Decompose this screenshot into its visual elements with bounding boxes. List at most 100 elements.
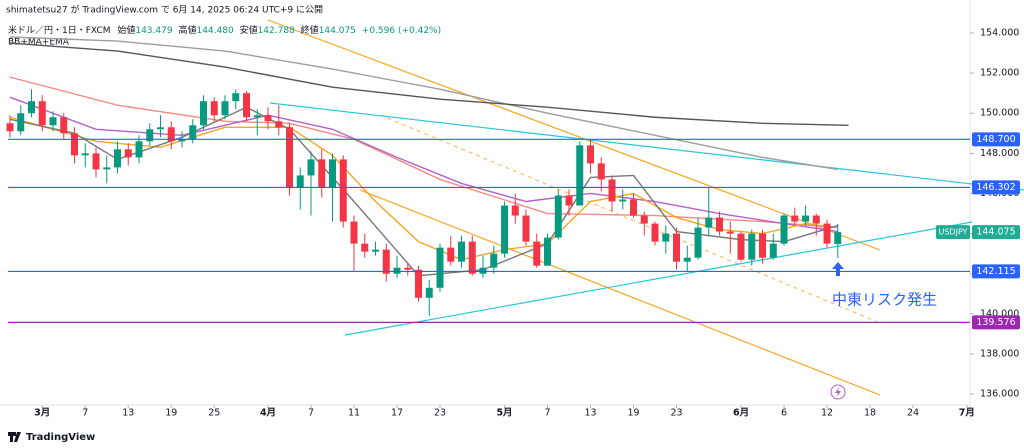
candle-body bbox=[576, 145, 584, 206]
candle-body bbox=[6, 123, 14, 132]
candle-body bbox=[17, 113, 25, 132]
x-tick-label: 7 bbox=[544, 408, 550, 419]
candle-body bbox=[651, 223, 659, 242]
candle-body bbox=[372, 249, 380, 252]
x-tick-label: 7 bbox=[82, 408, 88, 419]
stat-label: 終値 bbox=[301, 24, 319, 36]
x-tick-label: 25 bbox=[208, 408, 220, 419]
chart-title: 米ドル／円・1日・FXCM bbox=[8, 24, 110, 36]
stat-value: 143.479 bbox=[135, 26, 172, 36]
candle-body bbox=[683, 257, 691, 262]
candle-body bbox=[361, 243, 369, 252]
x-tick-label: 5月 bbox=[496, 408, 512, 419]
candle-body bbox=[28, 101, 35, 114]
candle-body bbox=[178, 139, 186, 142]
candle-body bbox=[329, 159, 337, 188]
candle-body bbox=[673, 233, 681, 262]
candle-body bbox=[565, 195, 573, 206]
candle-body bbox=[103, 167, 111, 170]
candle-body bbox=[157, 127, 164, 130]
candle-body bbox=[554, 195, 562, 238]
candle-body bbox=[544, 237, 552, 266]
x-tick-label: 23 bbox=[670, 408, 682, 419]
x-tick-label: 6月 bbox=[733, 408, 749, 419]
candle-body bbox=[425, 287, 433, 298]
level-label: 142.115 bbox=[976, 266, 1015, 277]
last-price-tag bbox=[972, 225, 1020, 240]
candle-body bbox=[307, 159, 315, 176]
candle-body bbox=[716, 217, 724, 232]
x-tick-label: 7 bbox=[308, 408, 314, 419]
y-tick-label: 154.000 bbox=[980, 27, 1019, 38]
candle-body bbox=[726, 231, 734, 234]
candle-body bbox=[662, 233, 670, 242]
candle-body bbox=[92, 153, 100, 170]
x-tick-label: 13 bbox=[122, 408, 134, 419]
candle-body bbox=[705, 217, 713, 228]
arrow-icon bbox=[832, 262, 844, 276]
x-tick-label: 19 bbox=[627, 408, 639, 419]
candle-body bbox=[447, 247, 455, 262]
candle-body bbox=[640, 215, 648, 224]
event-icon bbox=[835, 387, 841, 397]
candle-body bbox=[38, 101, 46, 126]
symbol-tag bbox=[936, 225, 970, 240]
candle-body bbox=[587, 145, 595, 164]
candle-body bbox=[275, 121, 283, 128]
candle-body bbox=[243, 93, 250, 118]
brand-name: TradingView bbox=[26, 432, 95, 443]
change: +0.596 (+0.42%) bbox=[362, 26, 441, 36]
candle-body bbox=[759, 233, 767, 258]
x-tick-label: 17 bbox=[391, 408, 403, 419]
candle-body bbox=[597, 163, 605, 180]
candle-body bbox=[458, 241, 466, 262]
candle-body bbox=[479, 267, 487, 274]
x-tick-label: 12 bbox=[821, 408, 833, 419]
candle-body bbox=[393, 267, 401, 274]
candle-body bbox=[135, 141, 143, 158]
y-tick-label: 152.000 bbox=[980, 68, 1019, 79]
candle-body bbox=[146, 129, 154, 142]
candle-body bbox=[318, 159, 326, 188]
stat-label: 安値 bbox=[240, 24, 258, 36]
x-tick-label: 18 bbox=[864, 408, 876, 419]
indicator-label: BB+MA+EMA bbox=[8, 38, 70, 48]
x-tick-label: 7月 bbox=[959, 408, 975, 419]
y-tick-label: 148.000 bbox=[980, 148, 1019, 159]
level-tag bbox=[972, 180, 1020, 195]
event-icon bbox=[830, 384, 846, 400]
candle-body bbox=[533, 241, 541, 266]
candle-body bbox=[501, 205, 509, 254]
candle-body bbox=[834, 232, 842, 245]
candle-body bbox=[60, 117, 68, 134]
stat-value: 144.075 bbox=[319, 26, 356, 36]
annotation: 中東リスク発生 bbox=[832, 291, 937, 309]
candle-body bbox=[694, 227, 702, 258]
moving-average bbox=[9, 36, 838, 171]
moving-average bbox=[9, 116, 838, 261]
trend-line bbox=[344, 221, 973, 336]
moving-average bbox=[9, 76, 838, 229]
trend-lines bbox=[267, 19, 1024, 396]
x-tick-label: 23 bbox=[434, 408, 446, 419]
candle-body bbox=[608, 179, 616, 202]
y-tick-label: 136.000 bbox=[980, 389, 1019, 400]
candle-body bbox=[812, 215, 820, 224]
candle-body bbox=[286, 127, 293, 188]
x-tick-label: 4月 bbox=[260, 408, 276, 419]
candle-body bbox=[253, 115, 261, 118]
brand-logo bbox=[8, 432, 21, 442]
candle-body bbox=[619, 199, 627, 202]
candle-body bbox=[791, 215, 799, 222]
candle-body bbox=[382, 249, 390, 274]
candle-body bbox=[630, 199, 638, 216]
trend-line bbox=[267, 19, 881, 251]
trend-line bbox=[269, 102, 1024, 191]
candle-body bbox=[49, 117, 57, 126]
candle-body bbox=[522, 215, 530, 242]
candle-body bbox=[114, 149, 121, 168]
candle-body bbox=[210, 101, 218, 116]
candle-body bbox=[200, 101, 207, 126]
candle-body bbox=[189, 125, 197, 140]
